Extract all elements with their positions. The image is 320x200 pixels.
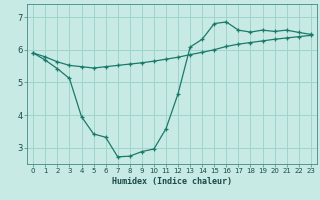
X-axis label: Humidex (Indice chaleur): Humidex (Indice chaleur) (112, 177, 232, 186)
